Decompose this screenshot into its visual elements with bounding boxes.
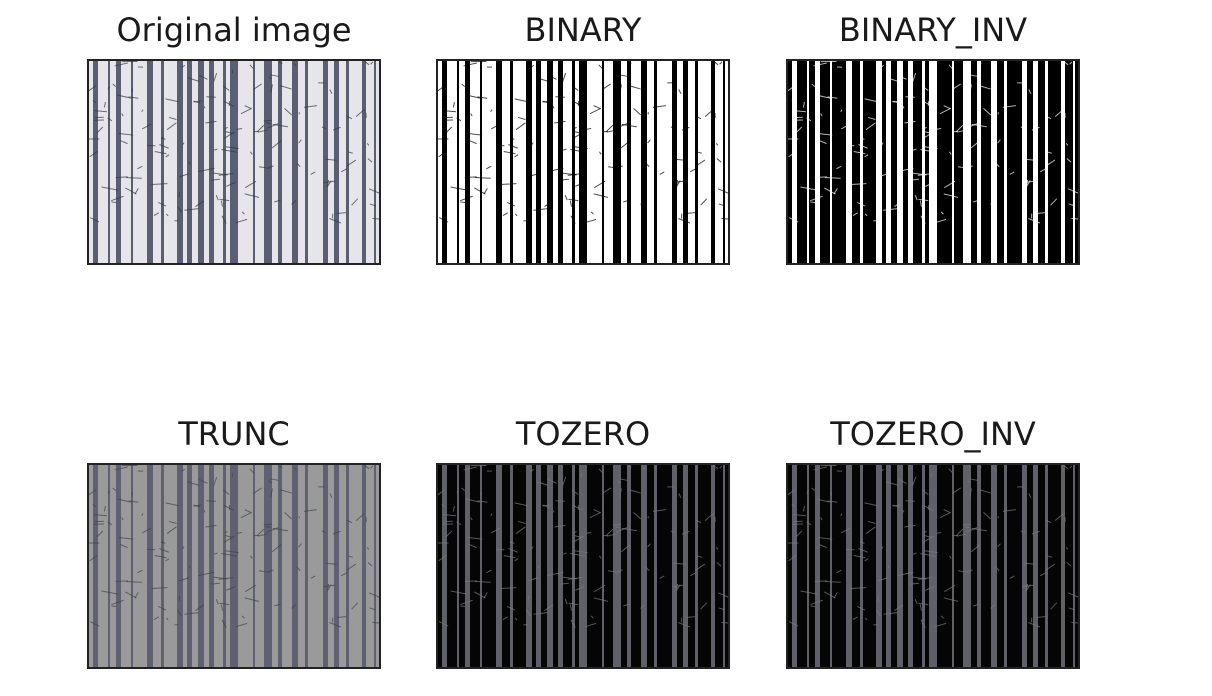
- panel-title: TOZERO_INV: [830, 415, 1036, 453]
- panel-title: BINARY: [524, 11, 642, 49]
- panel-image-tozero-inv: [786, 463, 1080, 669]
- panel-image-trunc: [87, 463, 381, 669]
- panel-title: TRUNC: [178, 415, 290, 453]
- forest-image-trunc: [89, 465, 379, 667]
- forest-image-tozero-inv: [788, 465, 1078, 667]
- forest-image-binary-inv: [788, 61, 1078, 263]
- panel-image-binary: [436, 59, 730, 265]
- panel-title: Original image: [116, 11, 352, 49]
- panel-title: TOZERO: [515, 415, 651, 453]
- panel-image-tozero: [436, 463, 730, 669]
- panel-image-original: [87, 59, 381, 265]
- panel-title: BINARY_INV: [838, 11, 1028, 49]
- forest-image-binary: [438, 61, 728, 263]
- panel-image-binary-inv: [786, 59, 1080, 265]
- forest-image-original: [89, 61, 379, 263]
- forest-image-tozero: [438, 465, 728, 667]
